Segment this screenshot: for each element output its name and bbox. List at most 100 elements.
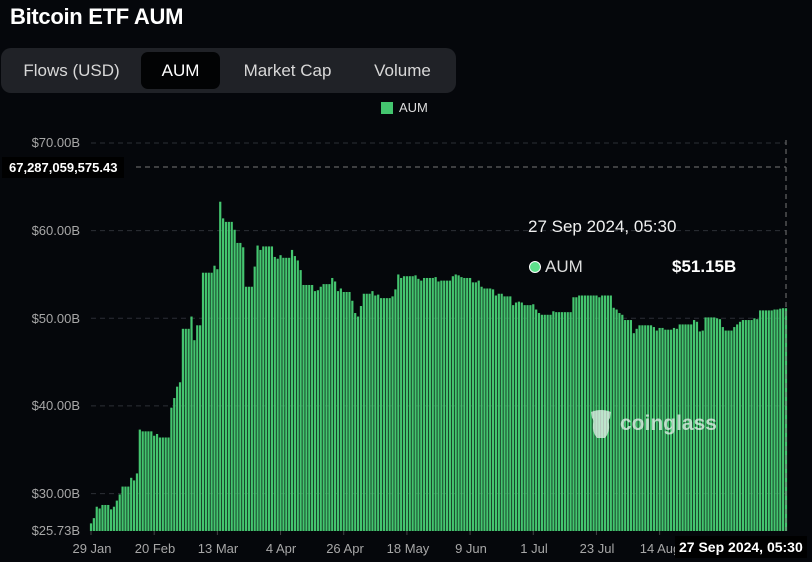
tab-flows-usd[interactable]: Flows (USD): [23, 61, 120, 80]
bar: [98, 508, 101, 531]
bar: [207, 272, 210, 531]
bar: [618, 313, 621, 531]
bar: [675, 328, 678, 531]
bar: [512, 305, 515, 531]
bar: [440, 280, 443, 531]
bar: [339, 288, 342, 531]
x-tick-label: 4 Apr: [265, 541, 297, 556]
bar: [721, 327, 724, 531]
bar: [199, 325, 202, 531]
bar: [334, 281, 337, 531]
bar: [425, 277, 429, 531]
bar: [299, 270, 302, 531]
tooltip-date: 27 Sep 2024, 05:30: [528, 217, 677, 236]
bar: [741, 320, 745, 531]
bar: [130, 477, 133, 531]
series-dot-icon: [529, 261, 541, 273]
y-tick-label: $70.00B: [31, 135, 80, 150]
bar: [187, 328, 190, 531]
bar: [144, 431, 147, 531]
bar: [259, 249, 262, 531]
legend-item-aum[interactable]: AUM: [381, 100, 428, 115]
bar: [345, 291, 348, 531]
bar: [494, 295, 498, 531]
bar: [670, 329, 673, 531]
bar: [288, 257, 291, 531]
bar: [514, 302, 518, 531]
bar: [290, 249, 294, 531]
bar: [336, 291, 340, 531]
tab-aum[interactable]: AUM: [141, 52, 220, 89]
bar: [342, 291, 345, 531]
bar: [690, 324, 693, 531]
bar: [236, 242, 239, 531]
bar: [112, 506, 116, 531]
x-tick-label: 1 Jul: [520, 541, 548, 556]
bar: [365, 293, 368, 531]
x-tick-label: 23 Jul: [579, 541, 615, 556]
legend-swatch: [381, 101, 393, 114]
bar: [535, 309, 538, 531]
bar: [400, 277, 403, 531]
bar: [311, 284, 314, 531]
bar: [92, 518, 95, 531]
bar: [687, 324, 690, 531]
bar: [374, 295, 377, 531]
y-tick-label: $30.00B: [31, 486, 80, 501]
bar: [782, 308, 785, 531]
y-tick-label: $60.00B: [31, 223, 80, 238]
bar: [454, 274, 457, 531]
tab-volume[interactable]: Volume: [374, 61, 431, 80]
bar: [296, 260, 299, 531]
bar: [713, 317, 716, 531]
bar: [589, 295, 592, 531]
bar: [141, 431, 144, 531]
bar: [253, 266, 256, 531]
bar: [621, 314, 624, 531]
bar: [196, 325, 199, 531]
bar: [150, 431, 153, 531]
bar: [483, 288, 486, 531]
bar: [563, 312, 566, 531]
bar: [779, 308, 782, 531]
tab-market-cap[interactable]: Market Cap: [243, 61, 332, 80]
bar: [500, 293, 503, 531]
bar: [566, 312, 569, 531]
bar: [362, 293, 365, 531]
bar: [736, 324, 739, 531]
bar: [451, 276, 454, 531]
bar: [655, 330, 658, 531]
bar: [204, 272, 207, 531]
coinglass-logo-icon: [591, 410, 611, 438]
bar: [359, 306, 363, 531]
x-tick-label: 29 Jan: [72, 541, 112, 556]
bar: [480, 286, 483, 531]
bar: [718, 319, 722, 531]
bar: [509, 296, 512, 531]
bar: [313, 291, 317, 531]
bar: [733, 327, 736, 531]
bar: [233, 229, 236, 531]
bar: [161, 437, 164, 531]
bar: [704, 317, 707, 531]
bar: [555, 312, 558, 531]
bar: [348, 291, 351, 531]
bar: [615, 309, 618, 531]
bar: [319, 286, 322, 531]
bar: [417, 278, 420, 531]
bar: [632, 333, 635, 531]
bar: [230, 221, 233, 531]
bar: [612, 307, 615, 531]
bar: [121, 486, 124, 531]
bar: [423, 277, 426, 531]
bar: [219, 201, 222, 531]
bar: [586, 295, 589, 531]
tab-bar: Flows (USD) AUM Market Cap Volume: [1, 48, 456, 93]
bar: [569, 312, 572, 531]
bar: [379, 298, 383, 531]
x-tick-label: 20 Feb: [134, 541, 176, 556]
bar: [138, 429, 141, 531]
bar: [486, 288, 489, 531]
bar: [371, 291, 374, 531]
